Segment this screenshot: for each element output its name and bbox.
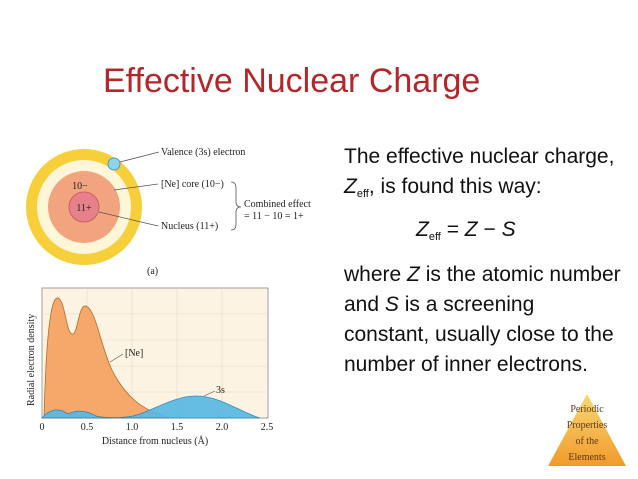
brace [230, 181, 242, 231]
slide-title: Effective Nuclear Charge [103, 62, 481, 100]
combined-label-1: Combined effect [244, 199, 311, 210]
x-axis-label: Distance from nucleus (Å) [102, 435, 208, 447]
badge-line-2: Properties [567, 420, 608, 431]
valence-electron [107, 157, 121, 171]
badge-line-3: of the [575, 436, 599, 447]
x-tick-label: 2.5 [261, 422, 274, 433]
triangle-icon [548, 394, 626, 466]
x-tick-label: 1.5 [171, 422, 184, 433]
leader-core [113, 183, 159, 191]
ne-leader [109, 353, 124, 363]
paragraph-explanation: where Z is the atomic number and S is a … [344, 263, 621, 376]
atom-diagram: 10− 11+ Valence (3s) electron [Ne] core … [26, 147, 311, 277]
badge-line-1: Periodic [570, 404, 604, 415]
radial-density-plot: [Ne] 3s Radial electron density 0 0.5 1.… [26, 287, 274, 447]
nucleus-label: Nucleus (11+) [161, 221, 218, 232]
paragraph-definition: The effective nuclear charge, Zeff, is f… [344, 145, 615, 200]
leader-nucleus [98, 211, 159, 227]
3s-leader [203, 390, 216, 397]
x-tick-label: 0 [40, 422, 45, 433]
caption-a: (a) [147, 266, 158, 277]
periodic-properties-badge: Periodic Properties of the Elements [548, 394, 626, 466]
body-text: The effective nuclear charge, Zeff, is f… [344, 142, 624, 380]
core-label: [Ne] core (10−) [161, 179, 224, 190]
3s-curve-label: 3s [216, 385, 225, 396]
equation: Zeff = Z − S [416, 218, 516, 243]
x-tick-label: 0.5 [81, 422, 94, 433]
nucleus [68, 191, 100, 223]
x-tick-labels: 0 0.5 1.0 1.5 2.0 2.5 [40, 422, 274, 433]
y-axis-label: Radial electron density [26, 314, 37, 406]
ne-density-curve [43, 297, 171, 419]
leader-valence [119, 151, 160, 163]
badge-line-4: Elements [568, 452, 605, 463]
x-tick-label: 1.0 [126, 422, 139, 433]
valence-label: Valence (3s) electron [161, 147, 245, 158]
combined-label-2: = 11 − 10 = 1+ [244, 211, 304, 222]
nucleus-charge-label: 11+ [76, 203, 92, 214]
core-charge-label: 10− [72, 181, 88, 192]
x-tick-label: 2.0 [216, 422, 229, 433]
3s-density-curve [41, 395, 261, 419]
ne-curve-label: [Ne] [125, 348, 143, 359]
